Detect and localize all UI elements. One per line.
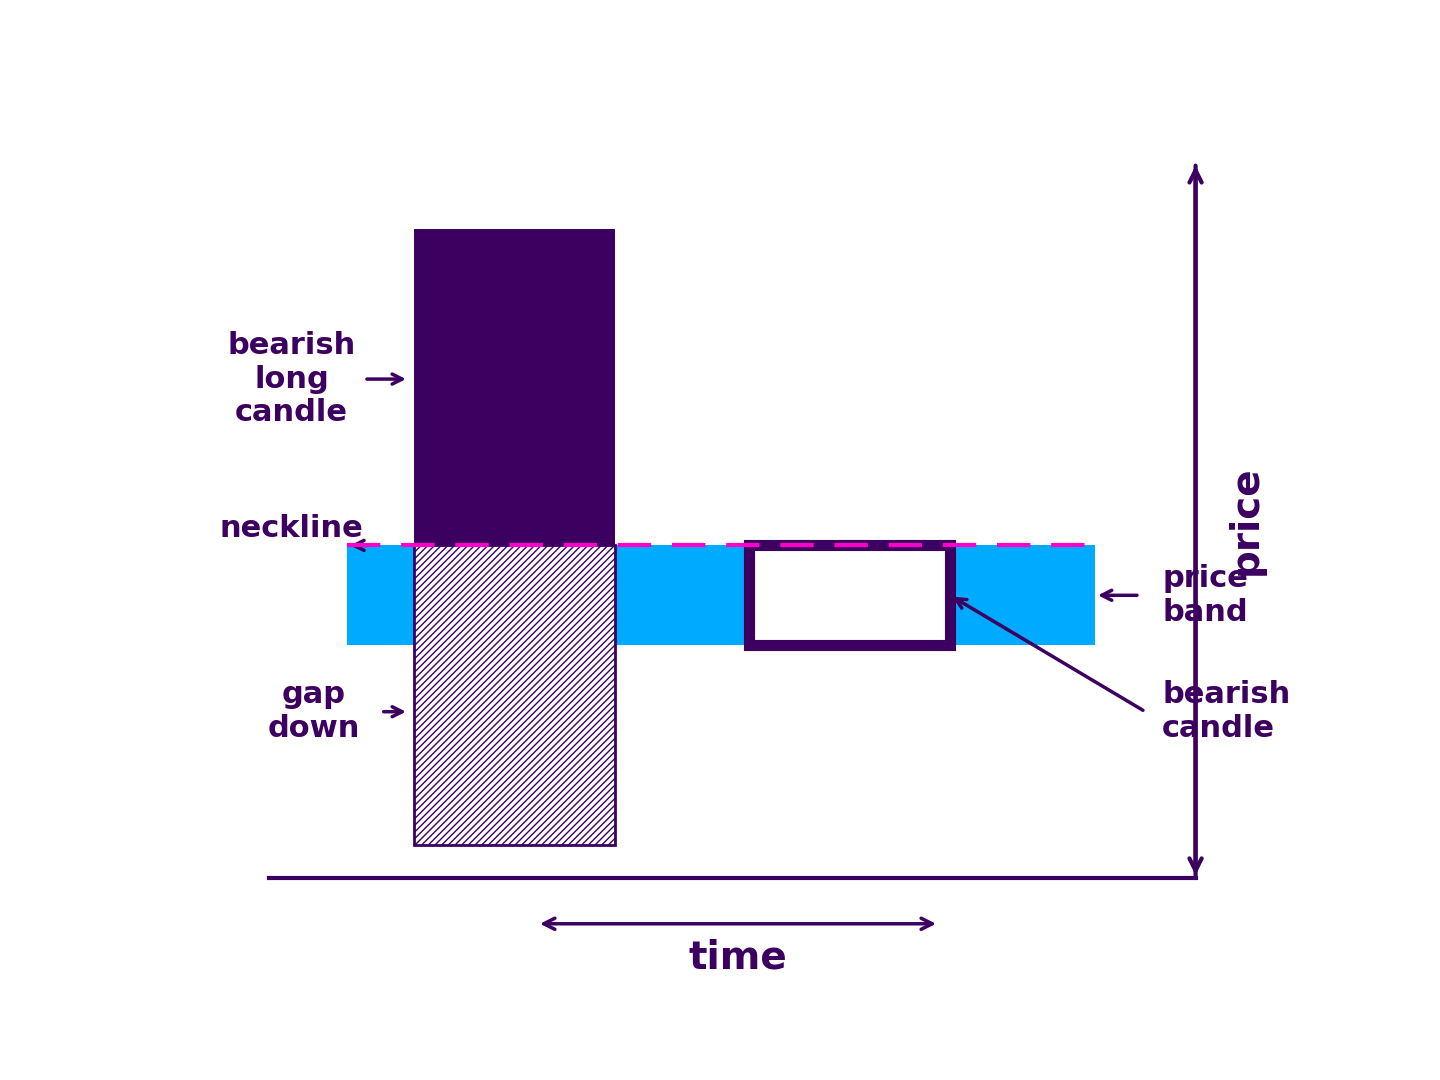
- Text: gap
down: gap down: [268, 680, 360, 743]
- Text: neckline: neckline: [220, 514, 363, 543]
- Bar: [415, 229, 615, 545]
- Text: time: time: [688, 939, 788, 976]
- Bar: [415, 545, 615, 845]
- Text: bearish
long
candle: bearish long candle: [228, 330, 356, 428]
- Text: price
band: price band: [1162, 564, 1248, 626]
- Bar: [347, 545, 1094, 645]
- Bar: [749, 545, 950, 645]
- Text: bearish
candle: bearish candle: [1162, 680, 1290, 743]
- Text: price: price: [1227, 465, 1264, 576]
